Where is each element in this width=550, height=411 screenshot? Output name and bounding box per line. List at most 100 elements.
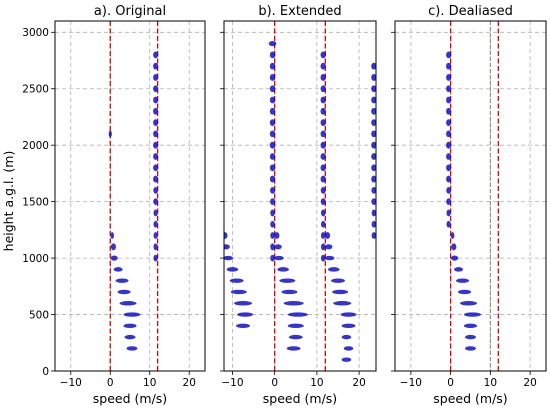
x-axis-label: speed (m/s)	[93, 391, 167, 406]
spectrum-mark	[320, 175, 326, 183]
spectrum-mark	[464, 346, 477, 351]
spectrum-mark	[153, 209, 158, 217]
spectrum-mark	[270, 209, 275, 217]
spectrum-mark	[320, 62, 326, 70]
spectrum-mark	[123, 323, 137, 329]
axes-frame	[54, 20, 206, 372]
spectrum-mark	[268, 40, 277, 47]
spectrum-mark	[233, 301, 253, 306]
spectrum-mark	[371, 220, 376, 228]
spectrum-mark	[229, 278, 244, 283]
x-axis-label: speed (m/s)	[433, 391, 507, 406]
spectrum-mark	[153, 85, 159, 93]
x-tick-label: 20	[523, 377, 536, 389]
spectrum-mark	[287, 312, 308, 317]
spectrum-mark	[343, 346, 354, 351]
spectrum-mark	[446, 209, 451, 217]
spectrum-mark	[446, 74, 452, 81]
spectrum-mark	[153, 220, 158, 228]
spectrum-mark	[270, 198, 276, 206]
x-tick-label: 0	[107, 377, 114, 389]
x-tick-label: 10	[310, 377, 323, 389]
spectrum-mark	[340, 312, 357, 317]
y-tick-label: 2500	[22, 84, 49, 96]
spectrum-mark	[371, 198, 376, 206]
x-tick-label: 20	[183, 377, 196, 389]
spectra	[446, 51, 482, 351]
spectrum-mark	[320, 186, 326, 194]
spectrum-mark	[333, 301, 352, 306]
spectrum-mark	[270, 186, 276, 194]
panel-title: c). Dealiased	[428, 4, 513, 19]
spectrum-mark	[324, 255, 335, 261]
panel-title: b). Extended	[258, 4, 341, 19]
spectrum-mark	[153, 232, 158, 239]
spectrum-mark	[320, 96, 326, 104]
spectrum-mark	[117, 289, 131, 295]
spectrum-mark	[153, 96, 159, 104]
spectrum-mark	[237, 312, 254, 317]
spectrum-mark	[153, 254, 158, 262]
spectrum-mark	[371, 141, 376, 149]
spectrum-mark	[287, 323, 304, 329]
spectrum-mark	[320, 198, 326, 206]
spectrum-mark	[236, 323, 250, 329]
spectrum-mark	[371, 232, 376, 239]
spectrum-mark	[446, 220, 451, 228]
spectrum-mark	[341, 323, 356, 329]
spectrum-mark	[224, 255, 234, 261]
spectrum-mark	[269, 62, 276, 70]
spectrum-mark	[270, 220, 275, 228]
spectrum-mark	[320, 141, 326, 149]
spectrum-mark	[153, 74, 159, 81]
spectrum-mark	[320, 153, 326, 160]
spectrum-mark	[320, 232, 326, 239]
spectrum-mark	[341, 334, 352, 340]
spectrum-mark	[269, 141, 276, 149]
spectrum-mark	[320, 243, 326, 251]
spectrum-mark	[446, 141, 452, 149]
spectrum-mark	[455, 278, 470, 283]
spectrum-mark	[115, 278, 129, 283]
spectrum-mark	[153, 51, 159, 59]
spectrum-mark	[110, 255, 118, 261]
spectrum-mark	[331, 278, 345, 283]
axes-frame	[394, 20, 547, 372]
spectrum-mark	[277, 267, 289, 272]
spectrum-mark	[324, 232, 331, 239]
spectrum-mark	[371, 119, 376, 127]
spectrum-mark	[371, 164, 376, 172]
spectrum-mark	[269, 119, 276, 127]
spectrum-mark	[270, 232, 275, 239]
spectrum-mark	[281, 289, 298, 295]
spectrum-mark	[446, 119, 452, 127]
x-tick-label: 10	[484, 377, 497, 389]
x-tick-label: −10	[400, 377, 422, 389]
spectrum-mark	[371, 85, 376, 93]
spectrum-mark	[371, 153, 376, 160]
spectrum-mark	[108, 130, 112, 138]
spectrum-mark	[283, 301, 304, 306]
spectrum-mark	[153, 175, 159, 183]
spectrum-mark	[446, 85, 452, 93]
y-tick-label: 0	[42, 366, 49, 378]
panel-2: −10 0 10 20 b). Extended speed (m/s)	[220, 4, 377, 406]
spectrum-mark	[446, 186, 452, 194]
spectrum-mark	[320, 164, 326, 172]
spectrum-mark	[341, 357, 352, 362]
spectrum-mark	[320, 85, 326, 93]
spectrum-mark	[270, 243, 275, 251]
spectrum-mark	[110, 243, 116, 251]
spectrum-mark	[371, 175, 376, 183]
spectrum-mark	[446, 164, 452, 172]
spectrum-mark	[450, 232, 455, 239]
x-tick-label: 20	[352, 377, 365, 389]
spectrum-mark	[226, 267, 239, 272]
spectrum-mark	[269, 85, 276, 93]
spectrum-mark	[153, 62, 159, 70]
x-axis-label: speed (m/s)	[263, 391, 337, 406]
spectrum-mark	[320, 119, 326, 127]
spectrum-mark	[153, 141, 159, 149]
spectrum-mark	[371, 62, 376, 70]
x-tick-label: −10	[221, 377, 243, 389]
